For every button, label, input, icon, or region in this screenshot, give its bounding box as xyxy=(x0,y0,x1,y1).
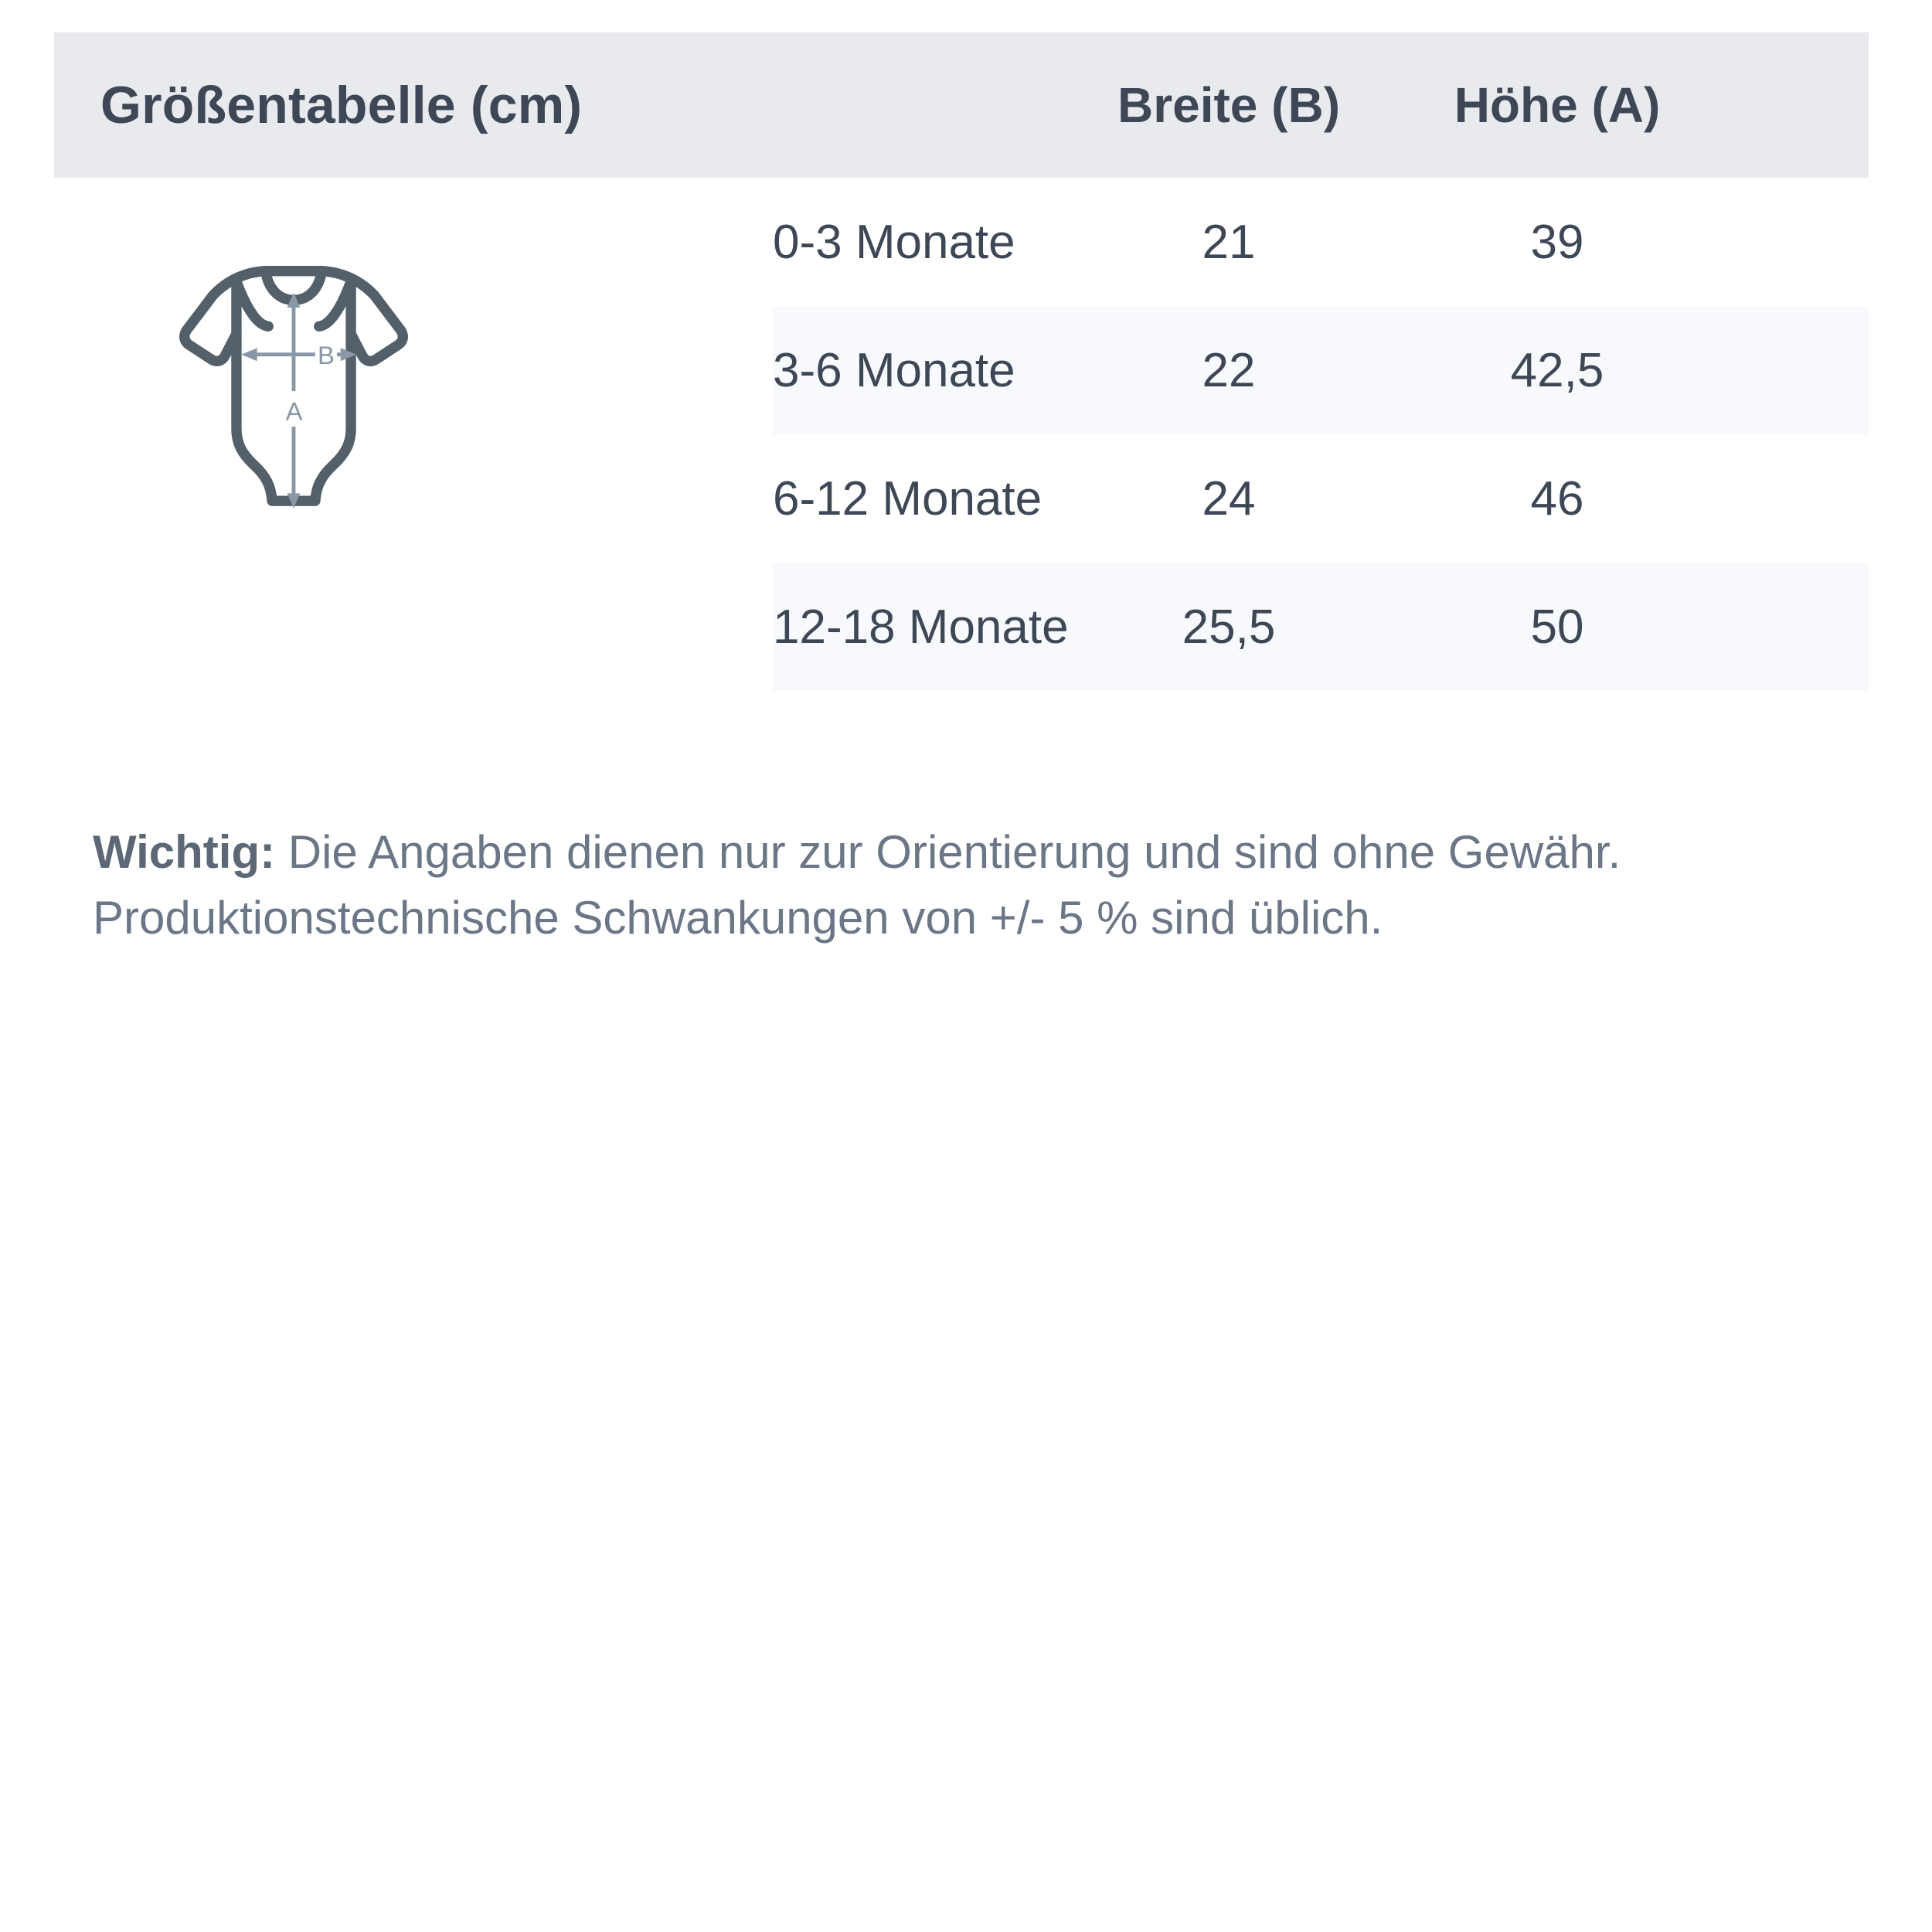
column-header-height: Höhe (A) xyxy=(1454,77,1661,133)
table-row: 6-12 Monate 24 46 xyxy=(773,434,1869,563)
cell-size: 0-3 Monate xyxy=(773,215,1015,269)
footnote: Wichtig: Die Angaben dienen nur zur Orie… xyxy=(93,819,1870,951)
cell-height: 46 xyxy=(1530,471,1584,526)
height-arrow-head-bottom xyxy=(287,493,301,509)
cell-height: 42,5 xyxy=(1510,343,1604,397)
cell-height: 50 xyxy=(1530,600,1584,654)
height-label: A xyxy=(286,397,303,426)
width-arrow-head-left xyxy=(241,348,257,362)
cell-width: 22 xyxy=(1202,343,1256,397)
footnote-lead: Wichtig: xyxy=(93,826,276,878)
table-row: 3-6 Monate 22 42,5 xyxy=(773,306,1869,434)
height-arrow-head-top xyxy=(287,292,301,308)
cell-width: 21 xyxy=(1202,215,1256,269)
width-arrow-head-right xyxy=(340,348,357,362)
width-label-backdrop xyxy=(315,340,337,369)
height-label-backdrop xyxy=(282,391,307,427)
table-row: 12-18 Monate 25,5 50 xyxy=(773,563,1869,691)
bodysuit-icon: B A xyxy=(179,265,408,509)
size-table: 0-3 Monate 21 39 3-6 Monate 22 42,5 6-12… xyxy=(773,178,1869,691)
cell-height: 39 xyxy=(1530,215,1584,269)
cell-width: 24 xyxy=(1202,471,1256,526)
header-band xyxy=(54,32,1869,178)
cell-width: 25,5 xyxy=(1182,600,1276,654)
table-row: 0-3 Monate 21 39 xyxy=(773,178,1869,306)
page-title: Größentabelle (cm) xyxy=(100,76,583,134)
cell-size: 12-18 Monate xyxy=(773,600,1069,654)
cell-size: 3-6 Monate xyxy=(773,343,1015,397)
cell-size: 6-12 Monate xyxy=(773,471,1043,526)
width-label: B xyxy=(318,341,335,369)
bodysuit-illustration: B A xyxy=(100,255,487,518)
column-header-width: Breite (B) xyxy=(1117,77,1341,133)
footnote-body: Die Angaben dienen nur zur Orientierung … xyxy=(93,826,1621,944)
